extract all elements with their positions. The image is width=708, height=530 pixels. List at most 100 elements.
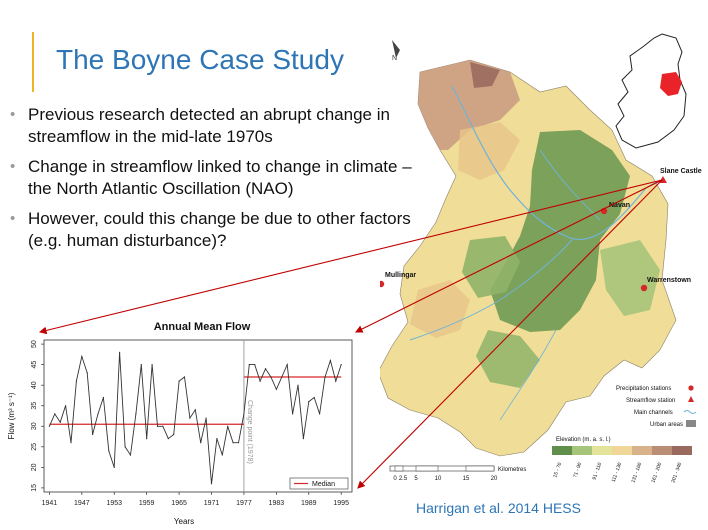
flow-data-point	[318, 413, 321, 415]
flow-data-point	[275, 388, 277, 390]
bullet-text: Previous research detected an abrupt cha…	[28, 105, 390, 146]
bullet-dot-icon: •	[10, 106, 16, 123]
chart-title: Annual Mean Flow	[154, 321, 251, 333]
scale-tick-label: 0	[393, 476, 397, 482]
flow-data-point	[286, 364, 288, 366]
elevation-class-label: 91 - 110	[592, 462, 604, 481]
flow-data-point	[65, 405, 67, 407]
flow-data-point	[297, 384, 299, 386]
flow-data-point	[221, 454, 223, 456]
place-label: Slane Castle	[660, 168, 702, 175]
elevation-class-label: 131 - 160	[630, 462, 643, 484]
elevation-swatch	[652, 446, 672, 455]
legend-precip-label: Precipitation stations	[616, 386, 671, 392]
place-label: Navan	[609, 202, 630, 209]
y-tick-label: 30	[31, 422, 38, 430]
scale-tick-label: 5	[414, 476, 418, 482]
x-tick-label: 1989	[301, 500, 317, 507]
flow-data-point	[270, 376, 272, 378]
bullet-item: • Previous research detected an abrupt ch…	[8, 104, 418, 148]
y-tick-label: 15	[31, 484, 38, 492]
elevation-class-label: 15 - 70	[552, 462, 563, 479]
flow-data-point	[167, 437, 169, 440]
flow-data-point	[151, 364, 153, 366]
bullet-dot-icon: •	[10, 158, 16, 175]
flow-data-point	[173, 433, 175, 436]
flow-data-point	[108, 450, 110, 452]
flow-data-point	[205, 417, 207, 419]
flow-data-point	[308, 401, 310, 403]
flow-data-point	[335, 380, 337, 382]
scale-tick-label: 10	[435, 476, 442, 482]
elevation-class-label: 71 - 90	[572, 462, 583, 479]
elevation-swatch	[672, 446, 692, 455]
bullet-dot-icon: •	[10, 210, 16, 227]
flow-data-point	[313, 396, 315, 399]
flow-data-point	[183, 376, 186, 378]
elevation-class-label: 201 - 340	[670, 462, 683, 484]
flow-data-point	[129, 454, 132, 456]
scale-tick-label: 20	[491, 476, 498, 482]
bullet-text: However, could this change be due to oth…	[28, 209, 411, 250]
flow-data-point	[291, 413, 294, 415]
flow-data-point	[135, 413, 137, 415]
x-tick-label: 1941	[42, 500, 58, 507]
elevation-swatch	[632, 446, 652, 455]
bullet-text: Change in streamflow linked to change in…	[28, 157, 412, 198]
change-point-label: Change point (1978)	[246, 400, 253, 464]
median-legend-box	[289, 477, 349, 490]
y-tick-label: 45	[31, 361, 38, 369]
elevation-legend-title: Elevation (m. a. s. l.)	[556, 437, 611, 443]
legend-channels-label: Main channels	[634, 410, 673, 416]
flow-data-point	[189, 417, 191, 419]
flow-data-point	[227, 425, 229, 427]
flow-data-point	[119, 351, 121, 353]
y-tick-label: 25	[31, 443, 38, 451]
legend-urban-label: Urban areas	[650, 422, 683, 428]
median-legend-label: Median	[312, 481, 335, 488]
boyne-catchment-highlight	[660, 72, 682, 96]
elevation-swatch	[552, 446, 572, 455]
flow-data-point	[86, 372, 88, 374]
bullet-item: • Change in streamflow linked to change i…	[8, 156, 418, 200]
upland-zone	[458, 122, 520, 180]
scale-tick-label: 15	[463, 476, 470, 482]
legend-stream-label: Streamflow station	[626, 398, 675, 404]
y-tick-label: 20	[31, 463, 38, 471]
ireland-inset-map	[615, 33, 687, 149]
flow-data-point	[264, 368, 267, 370]
flow-data-point	[81, 355, 83, 358]
precip-station-icon	[688, 385, 694, 391]
x-tick-label: 1965	[171, 500, 187, 507]
place-label: Mullingar	[385, 272, 416, 279]
flow-data-point	[146, 437, 148, 440]
flow-data-point	[329, 359, 331, 362]
elevation-class-label: 111 - 130	[611, 462, 624, 483]
highland-zone	[470, 62, 500, 88]
slide-title: The Boyne Case Study	[56, 44, 344, 75]
y-axis-label: Flow (m³ s⁻¹)	[7, 392, 16, 439]
flow-data-point	[97, 413, 99, 415]
station-slane-castle: Slane Castle	[659, 168, 702, 183]
flow-data-point	[59, 421, 61, 423]
x-tick-label: 1977	[236, 500, 252, 507]
flow-data-point	[340, 364, 342, 366]
annual-mean-flow-chart: Annual Mean Flow Years Flow (m³ s⁻¹) 15 2…	[7, 321, 353, 526]
x-axis-label: Years	[174, 517, 194, 526]
flow-data-point	[113, 466, 115, 468]
elevation-swatch	[592, 446, 612, 455]
flow-data-point	[259, 380, 261, 382]
flow-data-point	[70, 442, 72, 444]
channel-icon	[683, 410, 697, 414]
plot-frame	[43, 339, 353, 493]
flow-data-point	[324, 376, 326, 378]
flow-data-point	[237, 442, 240, 444]
y-tick-label: 40	[31, 381, 38, 389]
x-tick-label: 1947	[74, 500, 90, 507]
bullet-item: • However, could this change be due to ot…	[8, 208, 418, 252]
flow-data-point	[124, 446, 126, 448]
flow-data-point	[200, 442, 202, 444]
x-tick-label: 1959	[139, 500, 155, 507]
flow-data-point	[178, 380, 180, 382]
scale-unit-label: Kilometres	[498, 467, 526, 473]
